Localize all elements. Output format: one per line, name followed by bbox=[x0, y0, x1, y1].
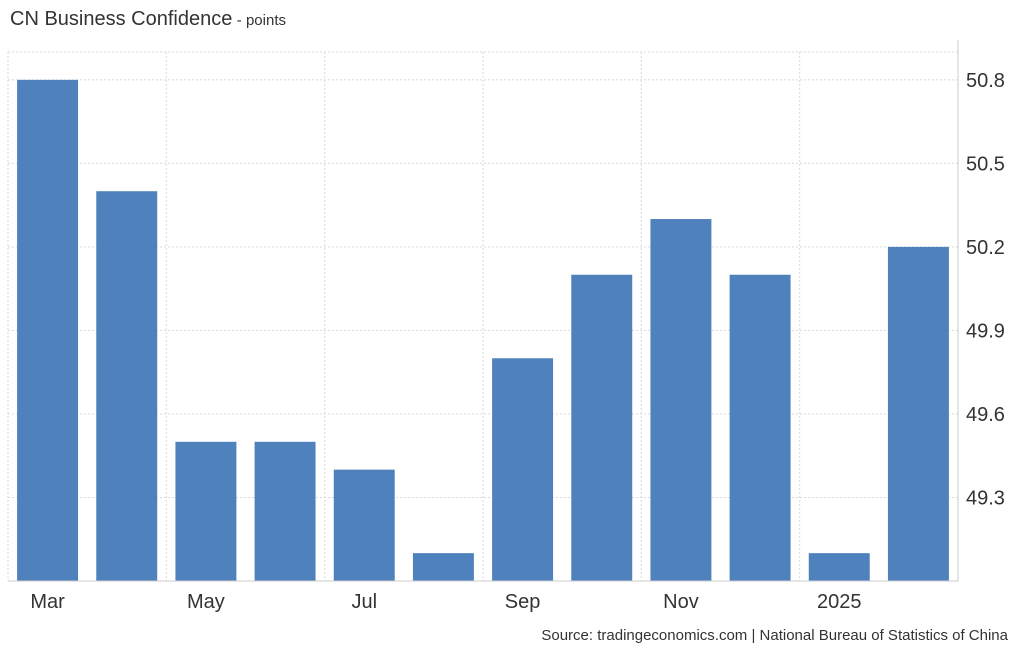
bar-chart: 49.3 49.6 49.9 50.2 50.5 50.8 Mar May Jul Sep Nov 2… bbox=[7, 40, 1005, 613]
bar bbox=[808, 553, 870, 581]
y-tick-label: 50.8 bbox=[966, 70, 1005, 92]
bar bbox=[571, 274, 633, 581]
x-tick-label: Sep bbox=[505, 591, 541, 613]
source-attribution: Source: tradingeconomics.com | National … bbox=[541, 627, 1008, 644]
x-tick-label: May bbox=[187, 591, 225, 613]
chart-subtitle: - points bbox=[236, 12, 286, 29]
bar bbox=[254, 441, 316, 581]
bar bbox=[492, 358, 554, 581]
bar bbox=[729, 274, 791, 581]
bar bbox=[175, 441, 237, 581]
x-tick-label: Mar bbox=[30, 591, 65, 613]
y-tick-label: 49.9 bbox=[966, 320, 1005, 342]
bar bbox=[650, 219, 712, 582]
x-tick-label: Nov bbox=[663, 591, 699, 613]
bar bbox=[96, 191, 158, 582]
y-tick-label: 50.5 bbox=[966, 153, 1005, 175]
y-tick-label: 50.2 bbox=[966, 237, 1005, 259]
bar bbox=[412, 553, 474, 581]
y-tick-label: 49.3 bbox=[966, 487, 1005, 509]
bar bbox=[333, 469, 395, 581]
bar bbox=[887, 246, 949, 582]
chart-title: CN Business Confidence bbox=[10, 8, 233, 30]
x-tick-label: 2025 bbox=[817, 591, 862, 613]
chart-header: CN Business Confidence - points bbox=[10, 8, 286, 31]
y-tick-label: 49.6 bbox=[966, 404, 1005, 426]
bar bbox=[17, 79, 79, 581]
x-tick-label: Jul bbox=[351, 591, 377, 613]
